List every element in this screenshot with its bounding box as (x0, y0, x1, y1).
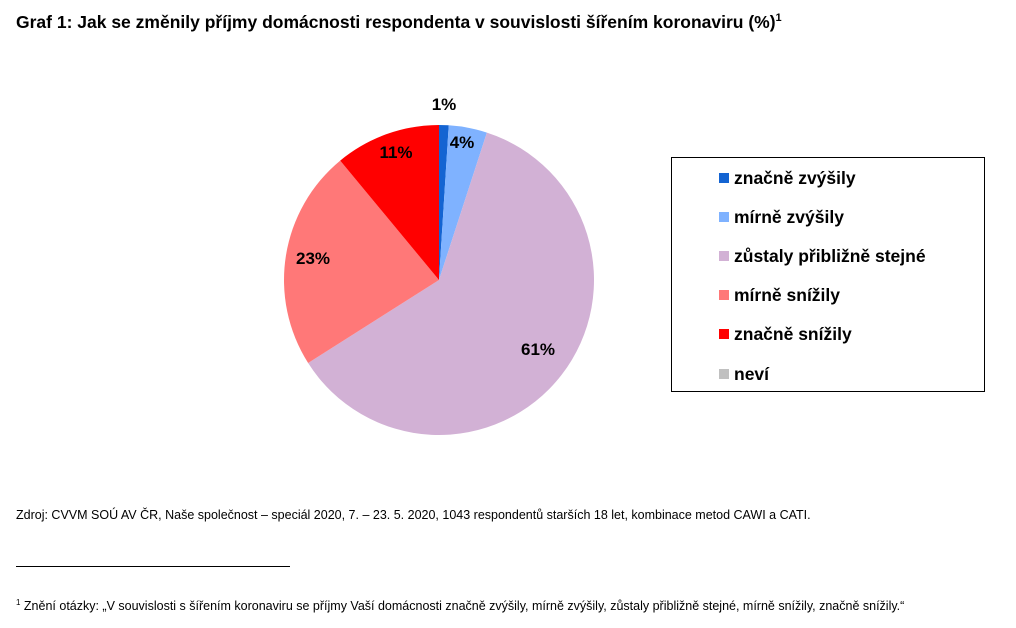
legend-item: značně snížily (719, 323, 852, 345)
legend-label: neví (734, 363, 770, 384)
legend-swatch (719, 173, 729, 183)
legend-swatch (719, 212, 729, 222)
legend-item: zůstaly přibližně stejné (719, 245, 926, 267)
slice-data-label: 4% (450, 133, 475, 152)
footnote-text: Znění otázky: „V souvislosti s šířením k… (20, 599, 905, 614)
chart-title-text: Graf 1: Jak se změnily příjmy domácnosti… (16, 12, 776, 32)
chart-legend: značně zvýšily mírně zvýšily zůstaly při… (671, 157, 985, 392)
title-footnote-mark: 1 (775, 12, 782, 25)
slice-data-label: 23% (296, 249, 330, 268)
legend-item: značně zvýšily (719, 167, 856, 189)
legend-item: neví (719, 363, 769, 385)
footnote-mark: 1 (16, 598, 21, 607)
pie-slice (284, 160, 439, 364)
pie-slice (308, 132, 595, 436)
legend-label: značně snížily (734, 323, 852, 344)
source-note: Zdroj: CVVM SOÚ AV ČR, Naše společnost –… (16, 508, 811, 522)
slice-data-label: 61% (521, 340, 555, 359)
chart-title: Graf 1: Jak se změnily příjmy domácnosti… (16, 12, 782, 33)
legend-label: zůstaly přibližně stejné (734, 245, 926, 266)
pie-slice (439, 125, 487, 280)
pie-slice (439, 125, 449, 280)
legend-swatch (719, 329, 729, 339)
legend-item: mírně zvýšily (719, 206, 844, 228)
footnote: 1 Znění otázky: „V souvislosti s šířením… (16, 598, 904, 613)
legend-item: mírně snížily (719, 284, 840, 306)
legend-label: značně zvýšily (734, 167, 856, 188)
legend-swatch (719, 290, 729, 300)
slice-data-label: 1% (432, 95, 457, 114)
legend-label: mírně snížily (734, 284, 841, 305)
footnote-divider (16, 566, 290, 567)
legend-label: mírně zvýšily (734, 206, 844, 227)
legend-swatch (719, 251, 729, 261)
slice-data-label: 11% (379, 143, 412, 162)
pie-slice (340, 125, 439, 280)
legend-swatch (719, 369, 729, 379)
